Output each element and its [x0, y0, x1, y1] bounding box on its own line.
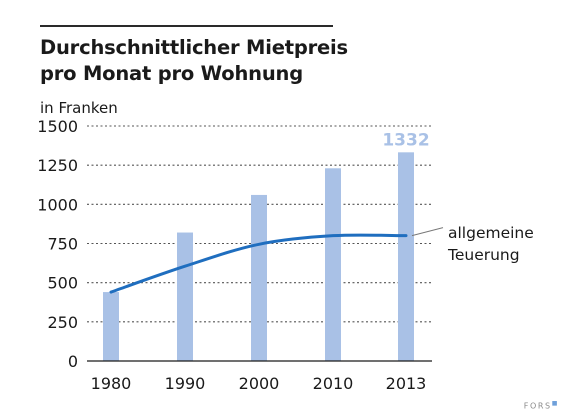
bar — [251, 194, 267, 361]
series-label-line-2: Teuerung — [447, 246, 520, 264]
x-tick-label: 1990 — [165, 374, 206, 393]
y-axis-unit-label: in Franken — [40, 99, 118, 117]
bar-value-label: 1332 — [382, 130, 429, 150]
credit-text: FORS — [523, 401, 552, 411]
x-tick-label: 2013 — [386, 374, 427, 393]
x-tick-label: 1980 — [91, 374, 132, 393]
y-tick-label: 500 — [47, 274, 78, 293]
series-line-teuerung — [109, 233, 408, 294]
bar — [103, 292, 119, 361]
annotation-leader-line — [411, 227, 444, 237]
source-credit: FORS■ — [524, 400, 559, 411]
title-rule — [40, 25, 333, 27]
chart-title-line-2: pro Monat pro Wohnung — [40, 62, 303, 85]
x-tick-label: 2000 — [239, 374, 280, 393]
y-tick-label: 1000 — [37, 195, 78, 214]
y-tick-label: 1250 — [37, 156, 78, 175]
y-tick-label: 0 — [68, 352, 78, 371]
y-tick-label: 250 — [47, 313, 78, 332]
bar — [325, 168, 341, 361]
bar — [177, 232, 193, 361]
chart-title: Durchschnittlicher Mietpreis pro Monat p… — [40, 35, 348, 87]
y-tick-label: 1500 — [37, 117, 78, 136]
bar — [398, 152, 414, 361]
credit-dot-icon: ■ — [551, 400, 559, 407]
y-tick-label: 750 — [47, 235, 78, 254]
x-tick-label: 2010 — [313, 374, 354, 393]
chart-title-line-1: Durchschnittlicher Mietpreis — [40, 36, 348, 59]
series-label-line-1: allgemeine — [448, 224, 534, 242]
